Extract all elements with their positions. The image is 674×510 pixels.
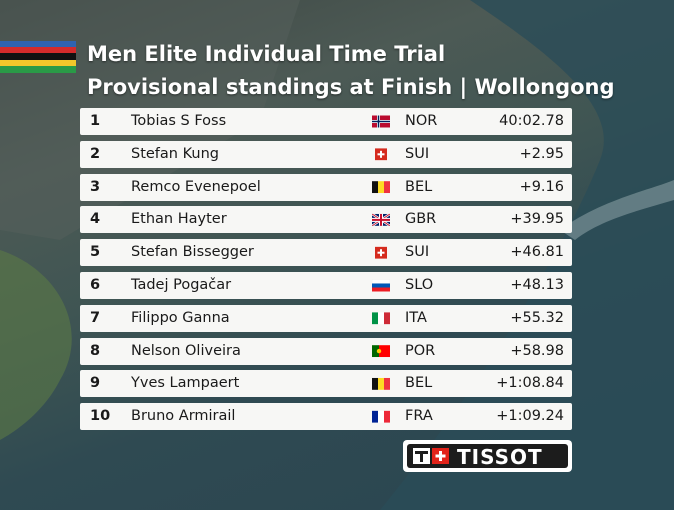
rider-name: Yves Lampaert (131, 375, 240, 392)
country-code: SLO (405, 277, 434, 293)
time: +39.95 (510, 211, 564, 228)
rider-name: Filippo Ganna (131, 309, 230, 326)
table-row: 7 Filippo Ganna ITA +55.32 (80, 304, 572, 332)
country-code: SUI (405, 244, 430, 261)
country-code: ITA (405, 309, 427, 326)
table-row: 3 Remco Evenepoel BEL +9.16 (80, 173, 572, 201)
rank: 7 (90, 309, 101, 326)
rank: 3 (90, 178, 101, 195)
rank: 5 (90, 244, 101, 261)
rank: 10 (90, 408, 111, 425)
time: +58.98 (510, 342, 564, 359)
rider-name: Stefan Bissegger (131, 244, 254, 261)
time: +1:08.84 (496, 375, 564, 392)
rider-name: Bruno Armirail (131, 408, 236, 425)
rank: 9 (90, 375, 101, 392)
uci-stripes (0, 41, 76, 73)
rider-name: Ethan Hayter (131, 211, 227, 228)
rank: 2 (90, 145, 101, 162)
country-code: NOR (405, 113, 438, 129)
sponsor-logo: TISSOT (403, 440, 572, 472)
rider-name: Nelson Oliveira (131, 342, 241, 359)
sponsor-name: TISSOT (457, 445, 543, 469)
sponsor-icon (413, 448, 449, 464)
country-code: POR (405, 342, 436, 359)
title: Men Elite Individual Time Trial (87, 42, 446, 66)
country-code: GBR (405, 211, 437, 228)
time: +55.32 (510, 309, 564, 326)
time: 40:02.78 (499, 113, 564, 129)
table-row: 4 Ethan Hayter GBR +39.95 (80, 206, 572, 234)
rider-name: Stefan Kung (131, 145, 219, 162)
country-code: FRA (405, 408, 433, 425)
country-code: BEL (405, 178, 433, 195)
subtitle: Provisional standings at Finish | Wollon… (87, 75, 615, 99)
time: +48.13 (510, 277, 564, 293)
rank: 1 (90, 113, 101, 129)
time: +9.16 (519, 178, 564, 195)
time: +2.95 (519, 145, 564, 162)
rank: 4 (90, 211, 101, 228)
table-row: 5 Stefan Bissegger SUI +46.81 (80, 239, 572, 267)
table-row: 2 Stefan Kung SUI +2.95 (80, 140, 572, 168)
table-row: 8 Nelson Oliveira POR +58.98 (80, 337, 572, 365)
table-row: 10 Bruno Armirail FRA +1:09.24 (80, 403, 572, 431)
country-code: SUI (405, 145, 430, 162)
time: +46.81 (510, 244, 564, 261)
rider-name: Tobias S Foss (131, 113, 227, 129)
table-row: 6 Tadej Pogačar SLO +48.13 (80, 272, 572, 299)
rank: 8 (90, 342, 101, 359)
rider-name: Remco Evenepoel (131, 178, 261, 195)
table-row: 1 Tobias S Foss NOR 40:02.78 (80, 108, 572, 135)
rank: 6 (90, 277, 101, 293)
country-code: BEL (405, 375, 433, 392)
table-row: 9 Yves Lampaert BEL +1:08.84 (80, 370, 572, 398)
rider-name: Tadej Pogačar (131, 277, 232, 293)
time: +1:09.24 (496, 408, 564, 425)
